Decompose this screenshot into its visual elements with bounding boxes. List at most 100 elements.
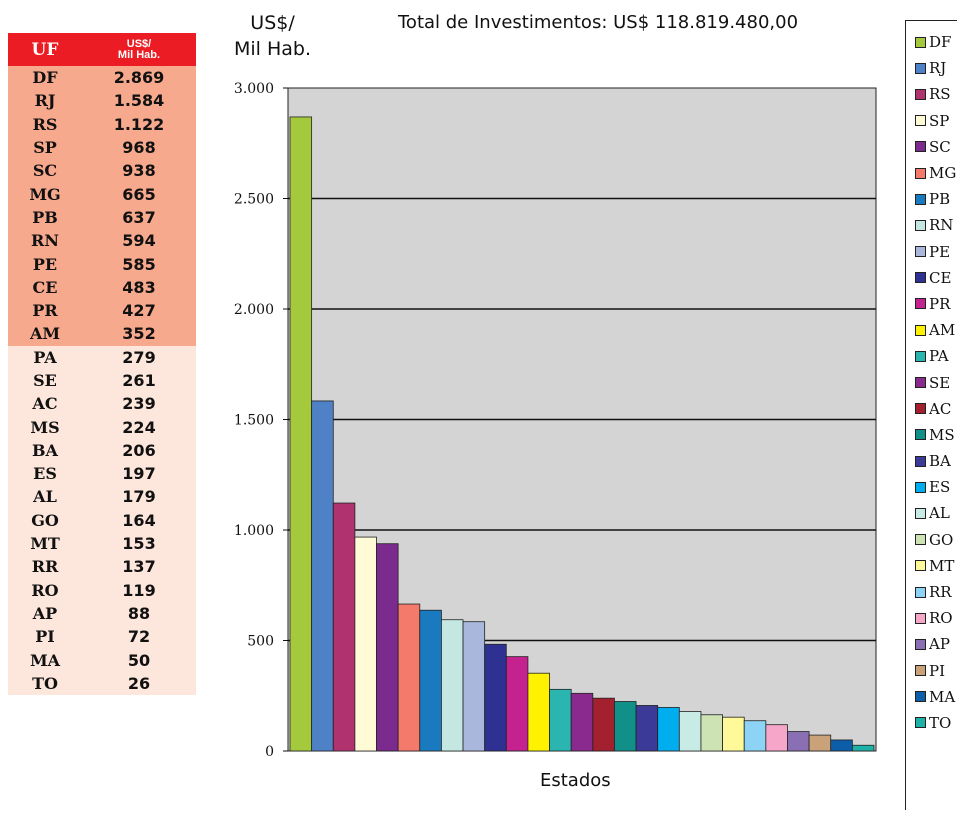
row-uf: SE bbox=[33, 371, 57, 390]
legend-item: PR bbox=[906, 291, 957, 317]
row-uf: PR bbox=[32, 301, 58, 321]
legend-swatch bbox=[915, 350, 926, 362]
legend-swatch bbox=[915, 612, 926, 624]
legend-label: RO bbox=[929, 609, 953, 628]
legend-swatch bbox=[915, 88, 926, 100]
row-uf: AM bbox=[29, 324, 61, 344]
row-value: 224 bbox=[122, 417, 156, 437]
row-uf: TO bbox=[32, 673, 58, 693]
legend-swatch bbox=[915, 272, 926, 284]
ranking-table: UF US$/ Mil Hab. DF 2.869 RJ 1.584 RS 1.122 SP… bbox=[8, 33, 196, 696]
legend-item: MT bbox=[906, 553, 957, 579]
legend-swatch bbox=[915, 246, 926, 258]
legend-item: RJ bbox=[906, 55, 957, 81]
row-uf: MT bbox=[30, 534, 60, 554]
row-value: 261 bbox=[122, 371, 156, 390]
legend-item: ES bbox=[906, 474, 957, 500]
legend-swatch bbox=[915, 455, 926, 467]
bar-ac bbox=[592, 697, 615, 752]
row-value: 50 bbox=[127, 650, 151, 670]
y-tick-label: 3.000 bbox=[234, 81, 274, 97]
row-uf: PB bbox=[32, 207, 58, 227]
legend-label: PA bbox=[929, 347, 949, 366]
legend-swatch bbox=[915, 586, 926, 598]
bar-pa bbox=[549, 688, 572, 752]
bar-sc bbox=[376, 543, 399, 752]
bar-ms bbox=[614, 701, 637, 752]
row-value: 119 bbox=[122, 580, 156, 600]
bar-ba bbox=[635, 705, 659, 752]
row-value: 938 bbox=[122, 161, 156, 181]
row-uf: GO bbox=[31, 510, 59, 530]
row-value: 594 bbox=[122, 231, 156, 251]
row-uf: RO bbox=[31, 580, 59, 600]
bar-rj bbox=[311, 400, 334, 752]
row-uf: RJ bbox=[34, 91, 56, 111]
table-row: RR 137 bbox=[8, 555, 196, 579]
legend-label: AL bbox=[929, 504, 950, 523]
row-value: 88 bbox=[127, 603, 151, 623]
legend-label: PR bbox=[929, 294, 951, 313]
row-uf: MS bbox=[30, 417, 60, 437]
y-tick-label: 1.000 bbox=[234, 523, 274, 539]
legend-swatch bbox=[915, 377, 926, 389]
row-uf: PE bbox=[32, 254, 58, 274]
legend-item: PE bbox=[906, 239, 957, 265]
row-uf: CE bbox=[32, 277, 58, 297]
row-value: 1.584 bbox=[113, 91, 165, 111]
legend-item: SP bbox=[906, 108, 957, 134]
row-uf: RR bbox=[31, 557, 59, 577]
bar-es bbox=[657, 707, 680, 752]
table-row: RS 1.122 bbox=[8, 112, 196, 136]
row-value: 197 bbox=[122, 464, 156, 484]
legend-swatch bbox=[915, 638, 926, 650]
row-value: 206 bbox=[122, 440, 156, 460]
y-tick-label: 0 bbox=[265, 744, 274, 760]
table-row: TO 26 bbox=[8, 671, 196, 696]
row-value: 427 bbox=[122, 301, 156, 321]
header-value-line1: US$/ bbox=[126, 37, 152, 50]
legend-item: SE bbox=[906, 369, 957, 395]
legend-swatch bbox=[915, 429, 926, 441]
bar-se bbox=[570, 692, 594, 752]
legend-label: AP bbox=[929, 635, 950, 654]
table-header: UF US$/ Mil Hab. bbox=[8, 33, 196, 66]
bar-pi bbox=[808, 734, 832, 752]
legend-swatch bbox=[915, 193, 926, 205]
row-uf: AC bbox=[32, 394, 58, 414]
row-uf: AL bbox=[33, 487, 57, 507]
legend-label: AC bbox=[929, 399, 952, 418]
table-row: RN 594 bbox=[8, 229, 196, 253]
legend-label: RN bbox=[929, 216, 954, 235]
row-uf: MA bbox=[29, 650, 61, 670]
legend-item: MS bbox=[906, 422, 957, 448]
table-row: PA 279 bbox=[8, 345, 196, 369]
bar-ap bbox=[787, 731, 810, 752]
legend-label: MG bbox=[929, 164, 957, 183]
y-tick-label: 1.500 bbox=[234, 413, 274, 429]
bar-ro bbox=[765, 724, 788, 752]
legend-swatch bbox=[915, 691, 926, 703]
row-value: 72 bbox=[127, 627, 151, 647]
row-value: 26 bbox=[127, 673, 151, 693]
legend-label: MT bbox=[929, 556, 955, 575]
legend-item: AP bbox=[906, 631, 957, 657]
legend-item: AC bbox=[906, 396, 957, 422]
row-uf: PA bbox=[33, 347, 57, 367]
row-value: 153 bbox=[122, 534, 156, 554]
legend-label: CE bbox=[929, 268, 952, 287]
legend-item: RN bbox=[906, 212, 957, 238]
chart-legend: DF RJ RS SP SC MG PB RN PE CE PR AM PA SE AC MS BA ES AL GO… bbox=[905, 20, 957, 810]
legend-label: DF bbox=[929, 33, 952, 52]
table-row: MS 224 bbox=[8, 415, 196, 439]
legend-swatch bbox=[915, 560, 926, 572]
row-value: 137 bbox=[122, 557, 156, 577]
legend-swatch bbox=[915, 481, 926, 493]
row-value: 179 bbox=[122, 487, 156, 507]
legend-label: MS bbox=[929, 425, 955, 444]
legend-label: RJ bbox=[929, 59, 947, 78]
row-uf: SP bbox=[33, 138, 57, 158]
bar-pe bbox=[462, 621, 486, 752]
legend-swatch bbox=[915, 298, 926, 310]
row-uf: DF bbox=[32, 68, 58, 88]
